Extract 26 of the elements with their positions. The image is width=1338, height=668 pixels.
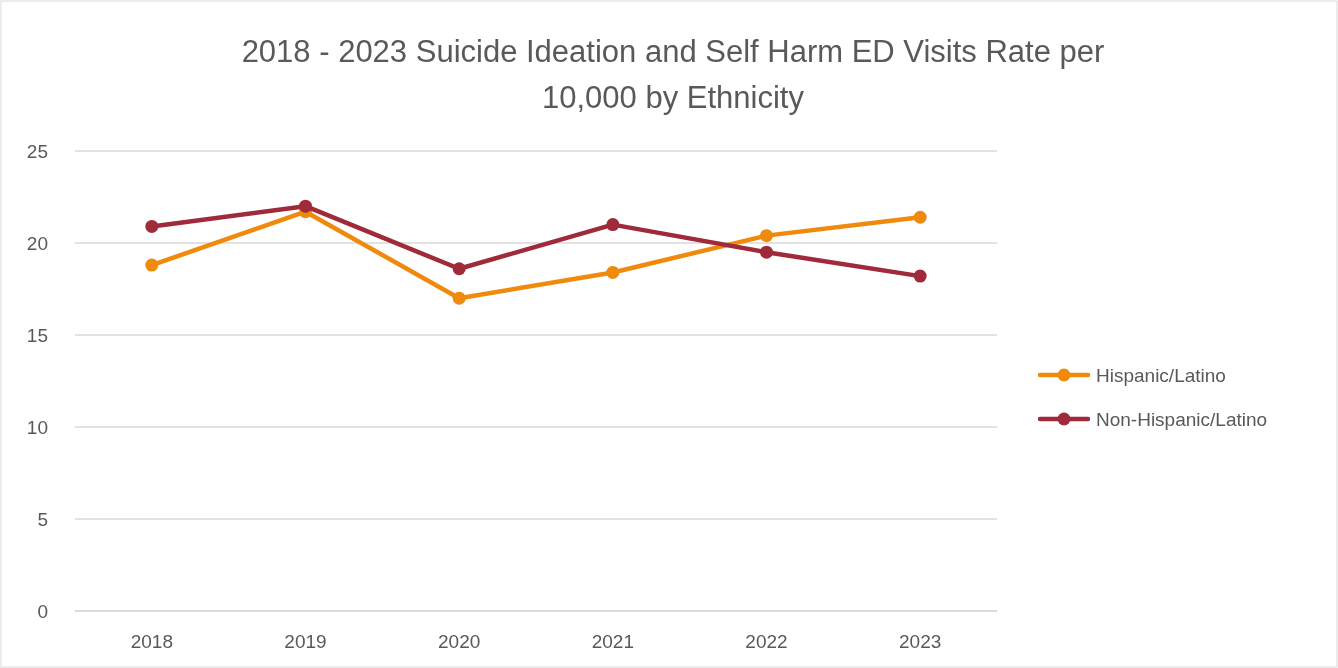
y-tick-label: 15: [26, 324, 48, 346]
x-tick-label: 2022: [745, 631, 788, 652]
legend-label: Hispanic/Latino: [1096, 364, 1226, 386]
y-tick-label: 20: [26, 232, 48, 254]
x-tick-label: 2018: [130, 631, 173, 652]
y-tick-label: 10: [26, 416, 48, 438]
point: [606, 265, 620, 279]
point: [760, 229, 773, 243]
point: [913, 269, 927, 283]
point: [452, 262, 466, 276]
x-tick-label: 2023: [899, 631, 942, 652]
legend-label: Non-Hispanic/Latino: [1096, 408, 1268, 430]
point: [606, 218, 620, 232]
point: [913, 210, 927, 224]
point: [452, 291, 466, 305]
x-tick-label: 2019: [284, 631, 327, 652]
y-tick-label: 25: [26, 140, 48, 162]
chart-title: 2018 - 2023 Suicide Ideation and Self Harm ED Visits Rate per 10,000 by Ethnicity: [241, 34, 1105, 115]
point: [299, 199, 312, 213]
y-tick-label: 0: [37, 600, 48, 622]
y-tick-label: 5: [37, 508, 48, 530]
x-tick-label: 2020: [438, 631, 481, 652]
point: [145, 258, 159, 272]
point: [760, 245, 773, 259]
point: [145, 219, 159, 233]
x-tick-label: 2021: [591, 631, 634, 652]
